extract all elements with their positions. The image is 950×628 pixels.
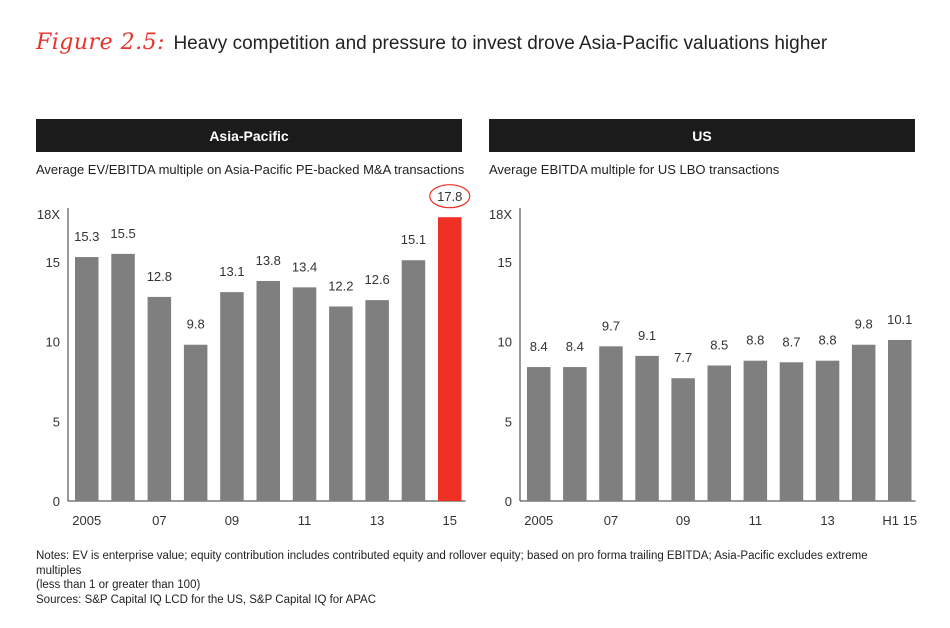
- asia-value-label: 13.4: [292, 259, 317, 274]
- asia-bar: [401, 260, 426, 501]
- asia-x-tick-label: 15: [443, 513, 457, 528]
- us-y-tick-label: 0: [505, 494, 512, 509]
- figure-title: Figure 2.5: Heavy competition and pressu…: [36, 30, 827, 55]
- us-bar: [563, 367, 587, 501]
- asia-value-label: 13.1: [219, 264, 244, 279]
- asia-x-tick-label: 07: [152, 513, 166, 528]
- asia-y-tick-label: 15: [46, 255, 60, 270]
- us-panel-header: US: [489, 119, 915, 152]
- asia-pacific-chart-subtitle: Average EV/EBITDA multiple on Asia-Pacif…: [36, 162, 465, 177]
- us-value-label: 10.1: [887, 312, 912, 327]
- notes-line-2: (less than 1 or greater than 100): [36, 579, 201, 591]
- us-y-tick-label: 15: [498, 255, 512, 270]
- us-bar: [635, 355, 659, 501]
- us-value-label: 8.5: [710, 337, 728, 352]
- asia-value-label: 15.5: [110, 226, 135, 241]
- notes-line-1: Notes: EV is enterprise value; equity co…: [36, 550, 868, 577]
- asia-bar: [183, 344, 208, 501]
- asia-x-tick-label: 11: [298, 513, 312, 528]
- asia-y-tick-label: 5: [53, 414, 60, 429]
- asia-x-tick-label: 09: [225, 513, 239, 528]
- asia-bar: [111, 253, 135, 501]
- asia-bar: [292, 287, 317, 501]
- asia-value-label: 12.8: [147, 269, 172, 284]
- asia-bar: [75, 257, 99, 501]
- asia-value-label: 9.8: [187, 317, 205, 332]
- us-bar: [671, 378, 695, 501]
- us-x-tick-label: 09: [676, 513, 690, 528]
- us-y-tick-label: 18X: [489, 207, 512, 222]
- asia-bar: [220, 292, 244, 501]
- us-value-label: 7.7: [674, 350, 692, 365]
- asia-y-tick-label: 18X: [37, 207, 60, 222]
- us-value-label: 9.1: [638, 328, 656, 343]
- asia-bar: [438, 217, 462, 501]
- us-bar: [851, 344, 876, 501]
- us-value-label: 8.4: [530, 339, 548, 354]
- us-bar: [815, 360, 840, 501]
- asia-value-label: 13.8: [256, 253, 281, 268]
- figure-label: Figure 2.5:: [36, 30, 165, 55]
- asia-value-label: 12.2: [328, 278, 353, 293]
- asia-y-tick-label: 0: [53, 494, 60, 509]
- us-value-label: 9.7: [602, 318, 620, 333]
- us-value-label: 8.8: [746, 333, 764, 348]
- asia-x-tick-label: 2005: [72, 513, 101, 528]
- asia-highlight-circle: [429, 184, 471, 209]
- us-bar: [707, 365, 731, 501]
- us-value-label: 8.7: [782, 334, 800, 349]
- us-y-tick-label: 5: [505, 414, 512, 429]
- us-value-label: 8.8: [819, 333, 837, 348]
- us-chart-subtitle: Average EBITDA multiple for US LBO trans…: [489, 162, 780, 177]
- us-bar: [888, 339, 912, 501]
- us-bar: [779, 362, 804, 501]
- us-x-tick-label: 13: [820, 513, 834, 528]
- asia-x-tick-label: 13: [370, 513, 384, 528]
- asia-pacific-panel-header: Asia-Pacific: [36, 119, 462, 152]
- figure-heading: Heavy competition and pressure to invest…: [173, 33, 828, 54]
- asia-bar: [147, 296, 172, 501]
- asia-value-label: 15.1: [401, 232, 426, 247]
- notes-section: Notes: EV is enterprise value; equity co…: [36, 549, 916, 607]
- asia-value-label: 12.6: [364, 272, 389, 287]
- us-x-tick-label: 2005: [524, 513, 553, 528]
- us-value-label: 8.4: [566, 339, 584, 354]
- asia-bar: [256, 280, 280, 501]
- us-bar: [743, 360, 768, 501]
- sources-line: Sources: S&P Capital IQ LCD for the US, …: [36, 593, 377, 606]
- us-value-label: 9.8: [855, 317, 873, 332]
- us-x-tick-label: 11: [749, 513, 763, 528]
- us-x-tick-label: H1 15: [882, 513, 917, 528]
- us-bar: [599, 346, 623, 501]
- asia-y-tick-label: 10: [46, 335, 60, 350]
- asia-value-label: 17.8: [437, 189, 462, 204]
- asia-bar: [365, 300, 389, 501]
- us-x-tick-label: 07: [604, 513, 618, 528]
- asia-bar: [329, 306, 353, 501]
- asia-value-label: 15.3: [74, 229, 99, 244]
- us-y-tick-label: 10: [498, 335, 512, 350]
- us-bar: [527, 367, 551, 501]
